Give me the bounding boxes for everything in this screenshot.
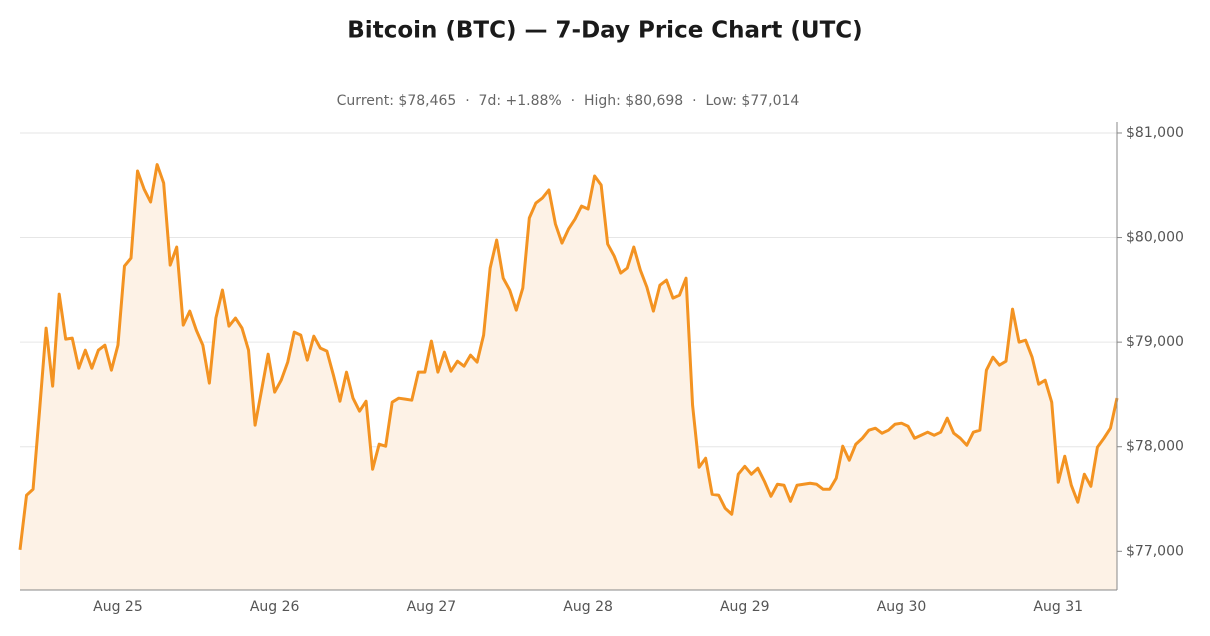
chart-subtitle: Current: $78,465 · 7d: +1.88% · High: $8… bbox=[337, 93, 800, 109]
x-tick-label: Aug 25 bbox=[93, 599, 143, 615]
price-line bbox=[18, 163, 1119, 551]
x-tick-label: Aug 29 bbox=[720, 599, 770, 615]
x-tick-label: Aug 30 bbox=[877, 599, 927, 615]
x-tick-label: Aug 26 bbox=[250, 599, 300, 615]
y-tick-label: $79,000 bbox=[1126, 334, 1184, 350]
x-tick-label: Aug 31 bbox=[1033, 599, 1083, 615]
x-tick-label: Aug 27 bbox=[407, 599, 457, 615]
y-tick-label: $80,000 bbox=[1126, 230, 1184, 246]
y-tick-label: $77,000 bbox=[1126, 543, 1184, 559]
area-fill bbox=[20, 164, 1117, 590]
y-tick-label: $78,000 bbox=[1126, 439, 1184, 455]
chart-title: Bitcoin (BTC) — 7-Day Price Chart (UTC) bbox=[347, 18, 862, 44]
x-tick-label: Aug 28 bbox=[563, 599, 613, 615]
y-tick-label: $81,000 bbox=[1126, 125, 1184, 141]
